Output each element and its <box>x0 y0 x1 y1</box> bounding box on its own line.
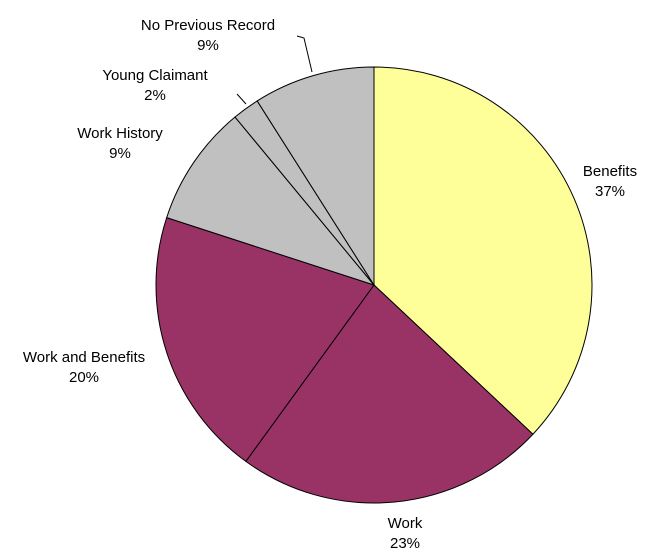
slice-label-name: Young Claimant <box>102 67 208 84</box>
slice-label-name: Benefits <box>583 163 637 180</box>
leader-lines <box>236 35 313 105</box>
slice-label-percent: 20% <box>69 369 99 386</box>
pie-slice-work-and-benefits <box>155 216 375 463</box>
pie-slice-work-history <box>166 116 376 287</box>
slice-label-no-previous-record: No Previous Record 9% <box>141 17 275 54</box>
pie-slice-benefits <box>373 66 593 435</box>
leader-line-no-previous-record <box>296 35 313 73</box>
slice-labels: Benefits 37%Work 23%Work and Benefits 20%Wo… <box>23 17 637 552</box>
slice-label-work-and-benefits: Work and Benefits 20% <box>23 349 145 386</box>
slice-label-young-claimant: Young Claimant 2% <box>102 67 208 104</box>
slice-label-name: Work History <box>77 125 163 142</box>
slice-label-work-history: Work History 9% <box>77 125 163 162</box>
leader-line-young-claimant <box>236 93 247 105</box>
slice-label-percent: 23% <box>390 535 420 552</box>
slice-label-name: No Previous Record <box>141 17 275 34</box>
pie-slice-work <box>245 284 534 504</box>
slice-label-percent: 9% <box>197 37 219 54</box>
slice-label-percent: 37% <box>595 183 625 200</box>
pie-slices <box>155 66 593 504</box>
slice-label-name: Work and Benefits <box>23 349 145 366</box>
slice-label-percent: 9% <box>109 145 131 162</box>
slice-label-benefits: Benefits 37% <box>583 163 637 200</box>
slice-label-name: Work <box>388 515 423 532</box>
slice-label-percent: 2% <box>144 87 166 104</box>
slice-label-work: Work 23% <box>388 515 423 552</box>
pie-slice-no-previous-record <box>256 66 375 287</box>
